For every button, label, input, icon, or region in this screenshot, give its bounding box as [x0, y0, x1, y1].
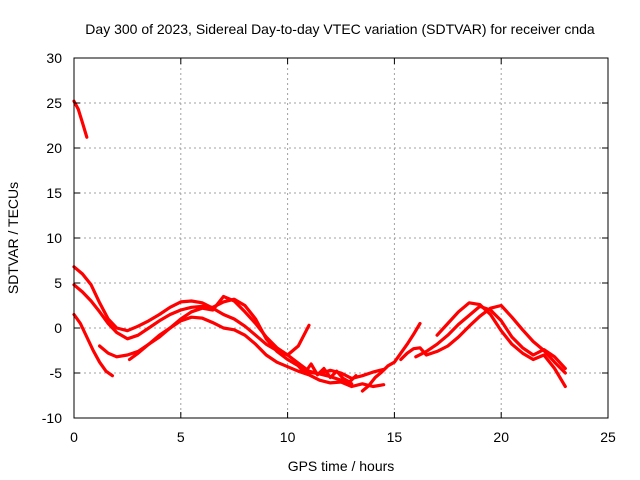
y-tick-label: 0 [54, 320, 62, 336]
y-axis-ticks: -10 -5 0 5 10 15 20 25 30 [42, 50, 608, 426]
series-arc-8 [360, 321, 422, 393]
x-tick-label: 10 [280, 429, 296, 445]
grid [74, 58, 608, 418]
y-tick-label: 10 [46, 230, 62, 246]
x-tick-label: 20 [493, 429, 509, 445]
y-tick-label: 5 [54, 275, 62, 291]
x-tick-label: 0 [70, 429, 78, 445]
series-arc-9 [399, 303, 567, 375]
y-tick-label: 30 [46, 50, 62, 66]
x-axis-label: GPS time / hours [288, 458, 395, 474]
x-tick-label: 15 [387, 429, 403, 445]
x-axis-ticks: 0 5 10 15 20 25 [70, 58, 616, 445]
chart-title: Day 300 of 2023, Sidereal Day-to-day VTE… [85, 21, 595, 37]
series-arc-3 [72, 283, 386, 380]
series-arc-2 [72, 265, 311, 357]
y-tick-label: -10 [42, 410, 62, 426]
series-arc-4 [72, 312, 114, 378]
series-arc-6 [127, 294, 354, 386]
y-tick-label: 25 [46, 95, 62, 111]
series-arc-1 [72, 99, 89, 139]
x-tick-label: 25 [600, 429, 616, 445]
series-arc-11 [435, 301, 567, 389]
y-axis-label: SDTVAR / TECUs [5, 182, 21, 294]
y-tick-label: 15 [46, 185, 62, 201]
x-tick-label: 5 [177, 429, 185, 445]
series-arc-10 [414, 304, 567, 371]
y-tick-label: 20 [46, 140, 62, 156]
y-tick-label: -5 [50, 365, 63, 381]
data-series [72, 99, 567, 393]
series-arc-7 [296, 362, 358, 384]
